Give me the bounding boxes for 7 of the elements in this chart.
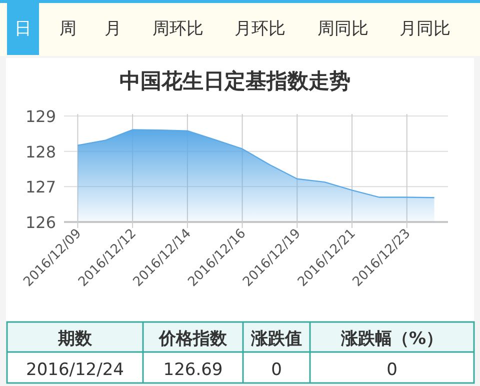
table: 期数 2016/12/24 价格指数 126.69 涨跌值 0 涨跌幅（%） 0 bbox=[6, 321, 475, 384]
y-tick-label: 126 bbox=[25, 213, 56, 232]
y-tick-label: 129 bbox=[25, 107, 56, 126]
y-tick-label: 128 bbox=[25, 142, 56, 162]
chart-title: 中国花生日定基指数走势 bbox=[120, 69, 350, 93]
y-tick-label: 127 bbox=[25, 178, 56, 197]
tabs: 日 周 月 周环比 月环比 周同比 月同比 bbox=[0, 0, 480, 56]
